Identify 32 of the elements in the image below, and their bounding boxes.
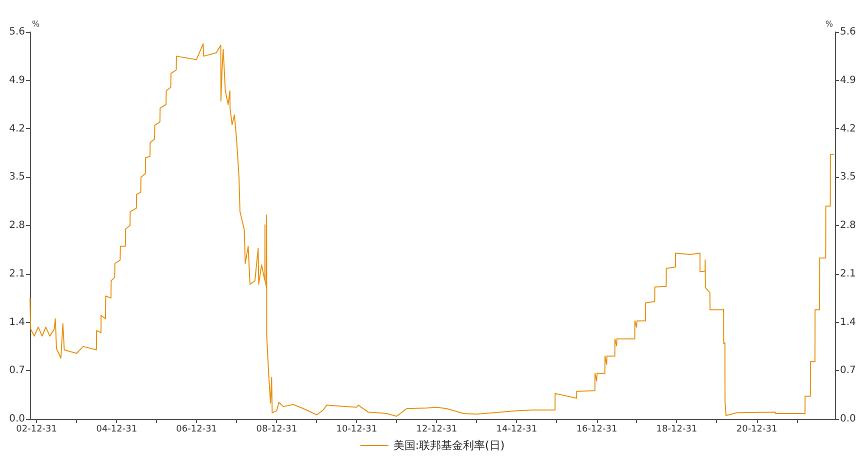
line-series [30,43,834,417]
y-tick-label: 3.5 [9,172,25,183]
x-tick-label: 14-12-31 [496,424,538,434]
y-tick-label: 4.2 [9,123,25,134]
y2-tick-label: 5.6 [840,26,856,38]
y2-tick-label: 2.1 [840,268,856,280]
y-tick-label: 1.4 [9,316,25,328]
x-tick-label: 20-12-31 [736,424,778,434]
y-tick-label: 4.9 [9,74,25,86]
y2-tick-label: 0.7 [840,365,856,376]
x-tick-label: 06-12-31 [176,424,218,434]
y2-tick-label: 1.4 [840,316,856,328]
x-tick-label: 04-12-31 [96,424,138,434]
y2-axis-title: % [825,20,834,28]
x-tick-label: 08-12-31 [256,424,298,434]
y-tick-label: 0.7 [9,365,25,376]
x-tick-label: 02-12-31 [16,424,57,434]
y-tick-label: 0.0 [9,414,25,424]
y-tick-label: 2.1 [9,268,25,280]
legend-label: 美国:联邦基金利率(日) [393,439,505,452]
y-axis-title: % [32,20,40,28]
x-tick-label: 10-12-31 [336,424,378,434]
y2-tick-label: 2.8 [840,220,856,231]
y2-tick-label: 0.0 [840,414,856,424]
x-tick-label: 18-12-31 [656,424,698,434]
y2-tick-label: 4.9 [840,74,856,86]
y-tick-label: 2.8 [9,220,25,231]
y-tick-label: 5.6 [9,26,25,38]
y2-tick-label: 3.5 [840,172,856,183]
x-tick-label: 16-12-31 [576,424,618,434]
y2-tick-label: 4.2 [840,123,856,134]
x-tick-label: 12-12-31 [416,424,458,434]
